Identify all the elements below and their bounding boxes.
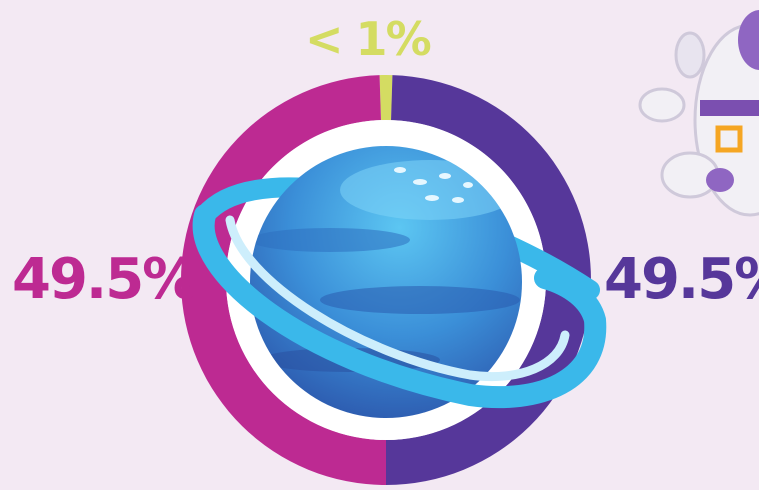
slice-label-right: 49.5% [604,247,759,312]
slice-left [181,75,386,485]
slice-label-top: < 1% [305,12,432,66]
astronaut-icon [638,10,759,217]
slice-label-left: 49.5% [12,247,198,312]
planet-icon [192,146,607,418]
slice-small [379,75,393,121]
